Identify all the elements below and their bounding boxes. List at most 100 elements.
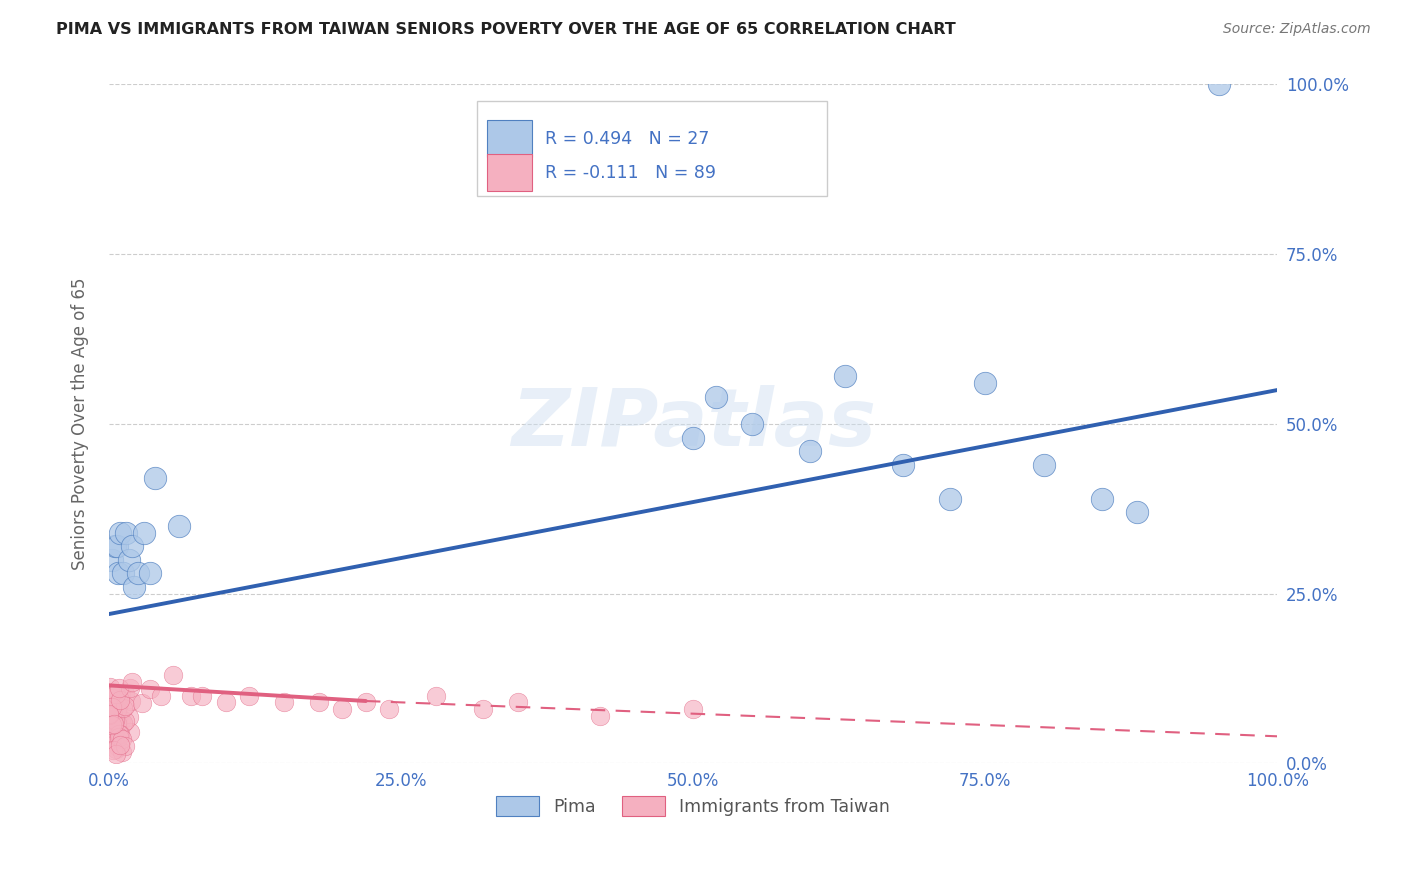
Point — [107, 730, 129, 744]
Point — [104, 713, 127, 727]
Point — [101, 700, 124, 714]
Point — [506, 695, 529, 709]
Point — [120, 694, 142, 708]
Point — [104, 687, 127, 701]
Point — [114, 739, 136, 753]
Point — [108, 709, 131, 723]
Point — [108, 727, 131, 741]
Point — [103, 728, 125, 742]
Point — [98, 707, 121, 722]
Point — [101, 726, 124, 740]
Point — [1032, 458, 1054, 472]
Point — [98, 680, 121, 694]
Point — [893, 458, 915, 472]
Point — [104, 724, 127, 739]
Point — [108, 739, 131, 753]
Point — [114, 698, 136, 713]
Point — [354, 695, 377, 709]
Point — [799, 444, 821, 458]
Text: PIMA VS IMMIGRANTS FROM TAIWAN SENIORS POVERTY OVER THE AGE OF 65 CORRELATION CH: PIMA VS IMMIGRANTS FROM TAIWAN SENIORS P… — [56, 22, 956, 37]
Point — [120, 724, 142, 739]
Point — [103, 733, 125, 747]
Point — [103, 716, 125, 731]
Point — [101, 721, 124, 735]
FancyBboxPatch shape — [488, 154, 531, 191]
Point — [834, 369, 856, 384]
Point — [108, 727, 131, 741]
Point — [107, 566, 129, 581]
Point — [105, 714, 128, 729]
Point — [97, 708, 120, 723]
Point — [101, 719, 124, 733]
Point — [103, 714, 125, 728]
Point — [425, 689, 447, 703]
Point — [100, 702, 122, 716]
Point — [111, 566, 134, 581]
Point — [117, 553, 139, 567]
Point — [110, 525, 132, 540]
Point — [332, 702, 354, 716]
Point — [273, 695, 295, 709]
Point — [103, 713, 125, 727]
Point — [100, 721, 122, 735]
Point — [179, 689, 201, 703]
Point — [118, 709, 141, 723]
Point — [110, 692, 132, 706]
Text: ZIPatlas: ZIPatlas — [510, 385, 876, 463]
Text: R = -0.111   N = 89: R = -0.111 N = 89 — [544, 164, 716, 182]
Point — [124, 580, 146, 594]
Point — [1126, 505, 1149, 519]
Point — [378, 702, 401, 716]
Point — [98, 727, 121, 741]
Point — [105, 716, 128, 731]
Point — [107, 692, 129, 706]
Point — [100, 714, 122, 729]
Point — [101, 699, 124, 714]
Point — [682, 431, 704, 445]
Point — [114, 714, 136, 728]
Point — [682, 702, 704, 716]
Point — [110, 714, 132, 728]
Point — [97, 694, 120, 708]
Point — [98, 685, 121, 699]
Point — [103, 742, 125, 756]
Point — [108, 681, 131, 695]
Point — [98, 721, 121, 735]
FancyBboxPatch shape — [488, 120, 531, 157]
Point — [238, 689, 260, 703]
Point — [101, 553, 124, 567]
Point — [98, 718, 121, 732]
Point — [138, 681, 160, 696]
Point — [111, 745, 134, 759]
Point — [105, 742, 128, 756]
Point — [114, 687, 136, 701]
Point — [103, 539, 125, 553]
Point — [105, 714, 128, 728]
Legend: Pima, Immigrants from Taiwan: Pima, Immigrants from Taiwan — [489, 789, 897, 822]
Point — [308, 695, 330, 709]
Point — [111, 731, 134, 746]
Point — [121, 539, 143, 553]
Point — [588, 709, 610, 723]
Text: R = 0.494   N = 27: R = 0.494 N = 27 — [544, 129, 709, 148]
Point — [150, 689, 173, 703]
Point — [105, 686, 128, 700]
Point — [132, 525, 155, 540]
Point — [214, 695, 236, 709]
Point — [741, 417, 763, 431]
Point — [110, 687, 132, 701]
Point — [127, 566, 149, 581]
Point — [101, 726, 124, 740]
Point — [101, 728, 124, 742]
Y-axis label: Seniors Poverty Over the Age of 65: Seniors Poverty Over the Age of 65 — [72, 277, 89, 570]
Point — [191, 689, 214, 703]
Point — [107, 739, 129, 754]
Point — [101, 718, 124, 732]
Point — [101, 707, 124, 722]
Point — [103, 712, 125, 726]
Point — [101, 696, 124, 710]
Point — [1208, 78, 1230, 92]
Point — [115, 525, 138, 540]
Point — [103, 704, 125, 718]
Point — [107, 709, 129, 723]
